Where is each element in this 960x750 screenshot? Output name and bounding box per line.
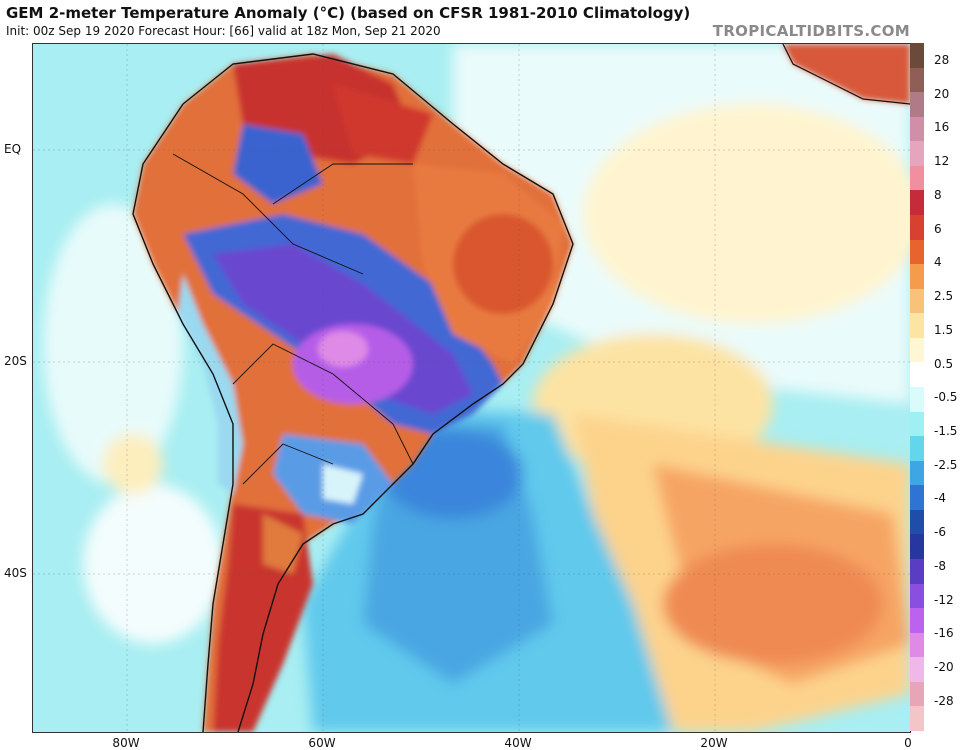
watermark: TROPICALTIDBITS.COM [712,22,910,40]
legend-swatch [910,190,924,216]
lon-label-80w: 80W [112,736,140,750]
legend-swatch [910,239,924,265]
legend-swatch [910,534,924,560]
color-legend: 28 20 16 12 8 6 4 2.5 1.5 0.5 -0.5 -1.5 -2.5 -4 -6 -8 -1… [910,43,960,732]
africa-coastline [782,44,910,105]
legend-tick-label: -20 [934,660,954,675]
anomaly-map [32,43,911,733]
legend-swatch [910,215,924,241]
legend-swatch [910,706,924,732]
legend-tick-label: -16 [934,626,954,641]
legend-tick-label: -2.5 [934,457,958,472]
legend-tick-label: -28 [934,693,954,708]
south-america [133,54,573,732]
forecast-info: Init: 00z Sep 19 2020 Forecast Hour: [66… [6,24,441,38]
legend-tick-label: -1.5 [934,423,958,438]
legend-tick-label: -6 [934,525,946,540]
legend-swatch [910,583,924,609]
south-america-coastline [132,53,574,732]
legend-swatch [910,681,924,707]
legend-swatch [910,509,924,535]
legend-tick-label: -4 [934,491,946,506]
legend-swatch [910,657,924,683]
legend-swatch [910,362,924,388]
legend-swatch [910,313,924,339]
legend-swatch [910,165,924,191]
lon-label-0: 0 [904,736,912,750]
legend-swatch [910,485,924,511]
legend-swatch [910,92,924,118]
legend-swatch [910,632,924,658]
legend-tick-label: -12 [934,592,954,607]
africa [783,44,910,104]
chart-title: GEM 2-meter Temperature Anomaly (°C) (ba… [6,4,691,22]
country-borders [172,153,414,485]
legend-swatch [910,608,924,634]
legend-swatch [910,43,924,69]
lat-label-20s: 20S [4,354,27,368]
legend-swatch [910,460,924,486]
legend-tick-label: 2.5 [934,289,954,304]
legend-swatch [910,288,924,314]
legend-swatch [910,387,924,413]
atlantic-warm-patch [583,104,910,324]
legend-swatch [910,67,924,93]
legend-tick-label: 1.5 [934,322,954,337]
lon-label-60w: 60W [308,736,336,750]
legend-swatch [910,436,924,462]
legend-tick-label: 12 [934,154,950,169]
legend-swatch [910,264,924,290]
legend-tick-label: 16 [934,120,950,135]
legend-swatch [910,559,924,585]
lat-label-40s: 40S [4,566,27,580]
legend-tick-label: 28 [934,53,950,67]
lat-label-eq: EQ [4,142,22,156]
legend-tick-label: -0.5 [934,390,958,405]
legend-tick-label: 6 [934,221,942,236]
legend-swatch [910,116,924,142]
legend-tick-label: 20 [934,86,950,101]
legend-swatch [910,141,924,167]
graticule [33,44,910,732]
lon-label-20w: 20W [700,736,728,750]
legend-swatch [910,337,924,363]
legend-tick-label: 0.5 [934,356,954,371]
legend-tick-label: 8 [934,187,942,202]
legend-tick-label: -8 [934,558,946,573]
lon-label-40w: 40W [504,736,532,750]
legend-tick-label: 4 [934,255,942,270]
legend-swatch [910,411,924,437]
